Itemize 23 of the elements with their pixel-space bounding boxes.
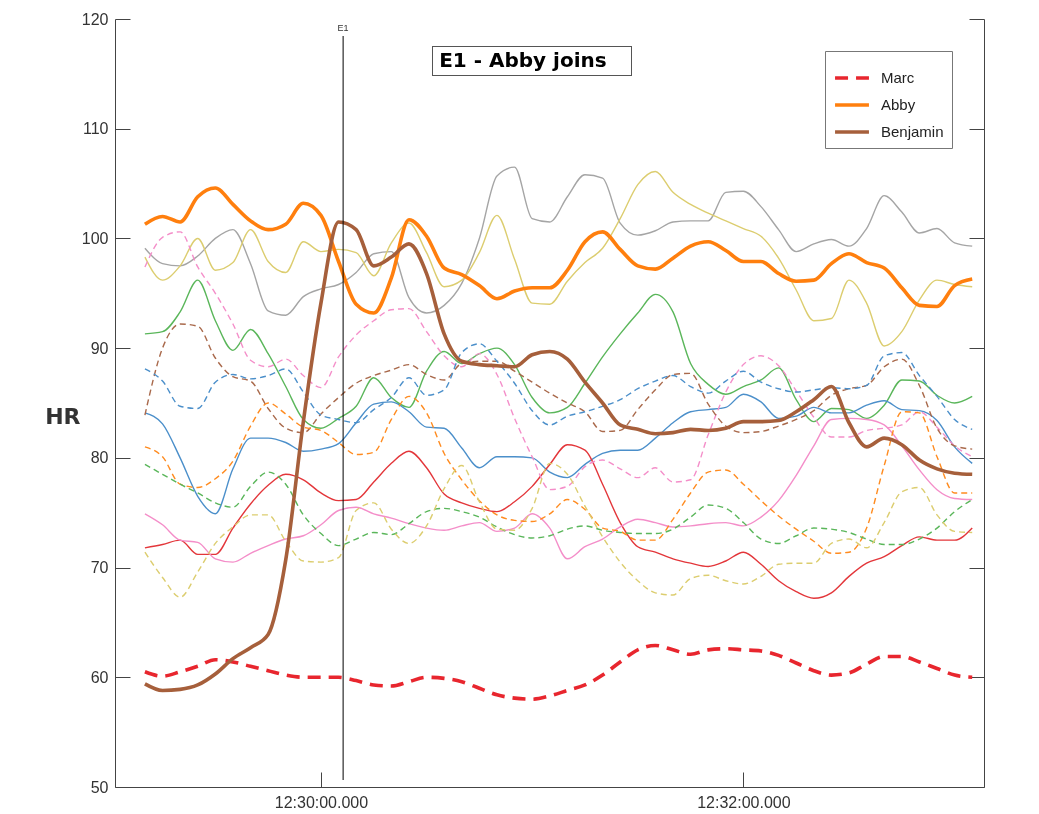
title-box: E1 - Abby joins — [432, 46, 632, 76]
line-series — [144, 279, 973, 429]
line-series — [143, 220, 975, 693]
annotation: E1 — [337, 23, 349, 33]
legend-label: Abby — [881, 96, 916, 113]
y-tick-label: 70 — [90, 559, 109, 577]
line-series — [144, 395, 973, 555]
line-series — [144, 170, 973, 347]
x-tick-label: 12:30:00.000 — [274, 793, 369, 811]
line-series — [143, 643, 975, 702]
y-tick-label: 110 — [82, 120, 109, 138]
y-axis-title: HR — [45, 404, 81, 430]
y-tick-label: 50 — [90, 778, 109, 796]
x-tick-label: 12:32:00.000 — [697, 793, 791, 811]
y-tick-label: 100 — [81, 229, 109, 247]
line-series — [144, 463, 973, 547]
line-series — [144, 323, 973, 450]
y-tick-label: 80 — [90, 449, 109, 467]
y-tick-label: 60 — [90, 668, 109, 686]
y-tick-label: 120 — [81, 10, 109, 28]
legend-label: Marc — [881, 69, 915, 86]
legend-label: Benjamin — [881, 123, 944, 140]
y-tick-label: 90 — [90, 339, 109, 357]
